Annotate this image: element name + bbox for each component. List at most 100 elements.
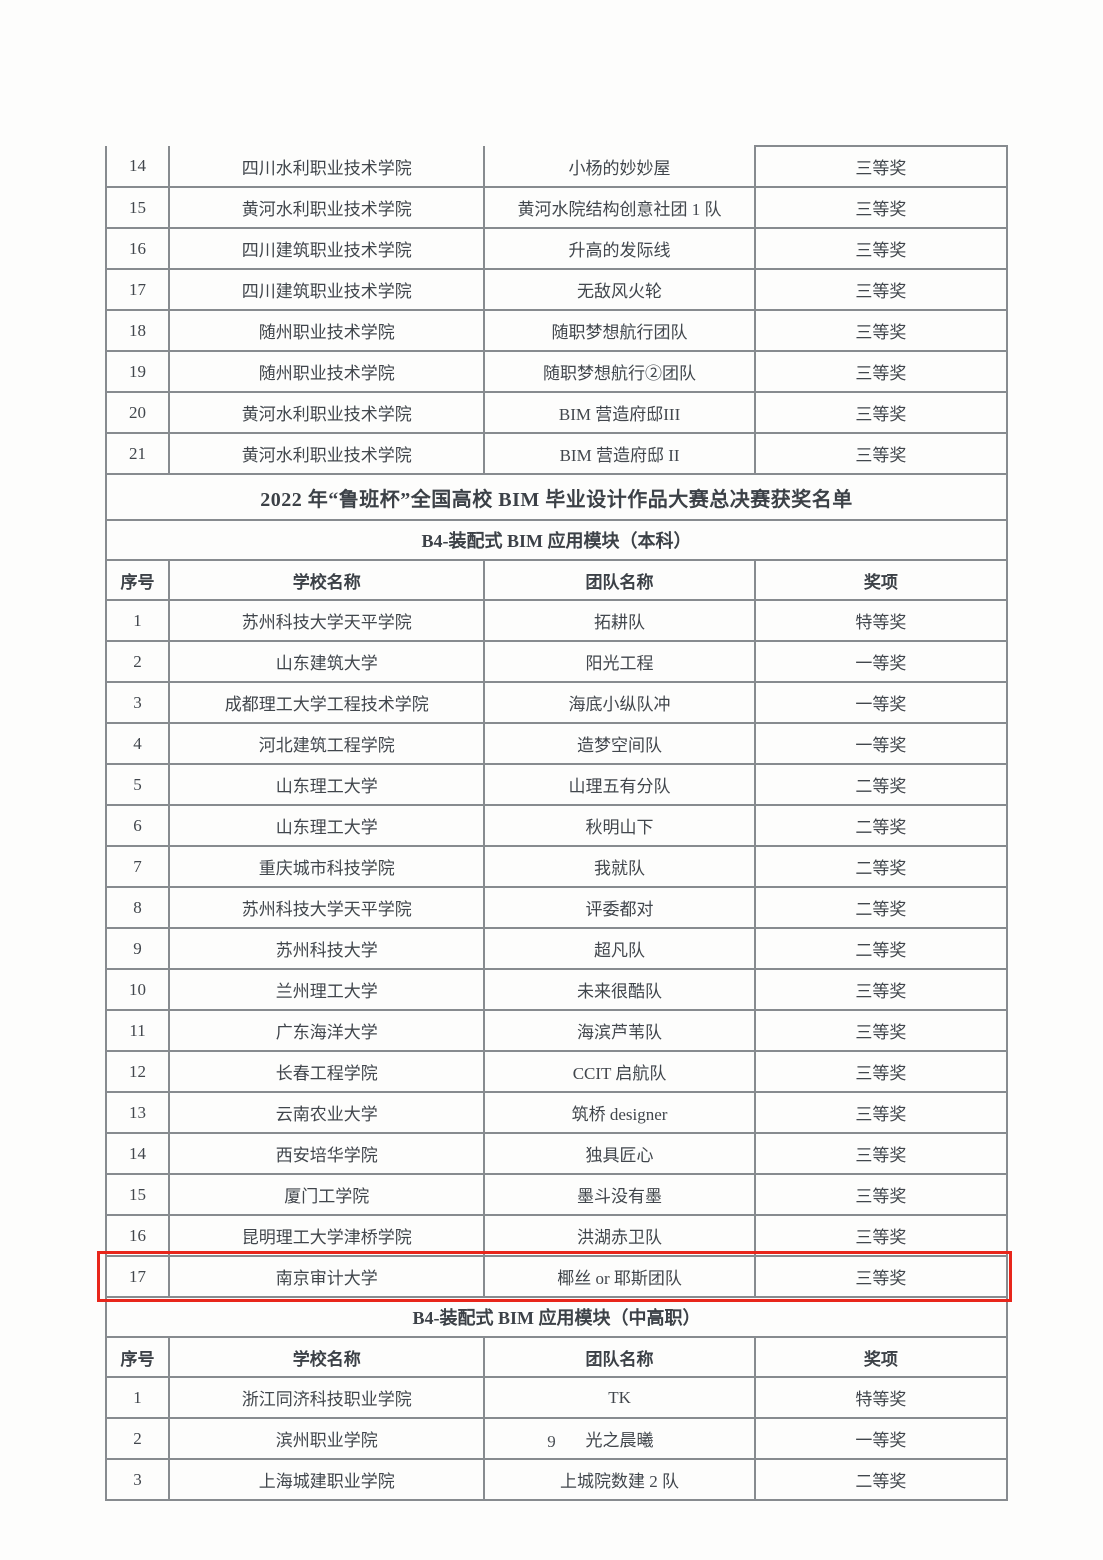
section-row-benke: B4-装配式 BIM 应用模块（本科） <box>105 519 1008 561</box>
cell-award: 一等奖 <box>753 1417 1009 1460</box>
table-header-row-zhonggaozhi: 序号 学校名称 团队名称 奖项 <box>104 1336 1009 1378</box>
table-row: 12 长春工程学院 CCIT 启航队 三等奖 <box>104 1050 1009 1093</box>
cell-team: CCIT 启航队 <box>483 1050 756 1093</box>
cell-no: 14 <box>104 146 171 188</box>
zhonggaozhi-table-body: 1 浙江同济科技职业学院 TK 特等奖 2 滨州职业学院 光之晨曦 一等奖 3 上海城建职业学院上… <box>104 1376 1009 1501</box>
benke-table-body: 1 苏州科技大学天平学院 拓耕队 特等奖 2 山东建筑大学 阳光工程 一等奖 3 成都理工大学工程… <box>104 599 1009 1298</box>
table-row: 7 重庆城市科技学院 我就队 二等奖 <box>104 845 1009 888</box>
cell-team: 秋明山下 <box>483 804 756 847</box>
cell-award: 三等奖 <box>753 1173 1009 1216</box>
table-row: 11 广东海洋大学 海滨芦苇队 三等奖 <box>104 1009 1009 1052</box>
table-row: 16 昆明理工大学津桥学院 洪湖赤卫队 三等奖 <box>104 1214 1009 1257</box>
table-row: 17 南京审计大学 椰丝 or 耶斯团队 三等奖 <box>104 1255 1009 1298</box>
table-row: 14 四川水利职业技术学院 小杨的妙妙屋 三等奖 <box>104 145 1009 188</box>
table-row: 5 山东理工大学 山理五有分队 二等奖 <box>104 763 1009 806</box>
cell-school: 长春工程学院 <box>168 1050 486 1093</box>
document-title: 2022 年“鲁班杯”全国高校 BIM 毕业设计作品大赛总决赛获奖名单 <box>105 473 1008 521</box>
page-number: 9 <box>547 1432 556 1451</box>
cell-no: 12 <box>104 1050 171 1093</box>
cell-school: 山东建筑大学 <box>168 640 486 683</box>
cell-no: 9 <box>104 927 171 970</box>
cell-no: 1 <box>104 599 171 642</box>
cell-school: 河北建筑工程学院 <box>168 722 486 765</box>
cell-team: 阳光工程 <box>483 640 756 683</box>
cell-no: 4 <box>104 722 171 765</box>
cell-award: 三等奖 <box>753 145 1009 188</box>
cell-team: 随职梦想航行团队 <box>483 309 756 352</box>
cell-award: 三等奖 <box>753 1255 1009 1298</box>
cell-team: 海底小纵队冲 <box>483 681 756 724</box>
cell-school: 厦门工学院 <box>168 1173 486 1216</box>
cell-school: 四川水利职业技术学院 <box>168 146 486 188</box>
cell-team: 我就队 <box>483 845 756 888</box>
column-header-school: 学校名称 <box>168 1336 486 1378</box>
cell-team: 小杨的妙妙屋 <box>483 146 756 188</box>
cell-no: 13 <box>104 1091 171 1134</box>
column-header-award: 奖项 <box>753 559 1009 601</box>
table-row: 3 上海城建职业学院 上城院数建 2 队二等奖 <box>104 1458 1009 1501</box>
cell-team: 造梦空间队 <box>483 722 756 765</box>
cell-award: 三等奖 <box>753 309 1009 352</box>
award-table: 14 四川水利职业技术学院 小杨的妙妙屋 三等奖 15 黄河水利职业技术学院 黄河水院结构创… <box>104 145 1009 1501</box>
cell-no: 5 <box>104 763 171 806</box>
cell-school: 四川建筑职业技术学院 <box>168 227 486 270</box>
cell-team: 未来很酷队 <box>483 968 756 1011</box>
cell-award: 三等奖 <box>753 432 1009 475</box>
cell-team: 无敌风火轮 <box>483 268 756 311</box>
table-row: 15 黄河水利职业技术学院 黄河水院结构创意社团 1 队三等奖 <box>104 186 1009 229</box>
cell-no: 6 <box>104 804 171 847</box>
table-row: 13 云南农业大学 筑桥 designer 三等奖 <box>104 1091 1009 1134</box>
cell-team: 山理五有分队 <box>483 763 756 806</box>
cell-no: 14 <box>104 1132 171 1175</box>
cell-no: 2 <box>104 640 171 683</box>
cell-award: 三等奖 <box>753 1132 1009 1175</box>
cell-no: 18 <box>104 309 171 352</box>
table-row: 2 山东建筑大学 阳光工程 一等奖 <box>104 640 1009 683</box>
column-header-award: 奖项 <box>753 1336 1009 1378</box>
table-row: 21 黄河水利职业技术学院 BIM 营造府邸 II 三等奖 <box>104 432 1009 475</box>
cell-no: 3 <box>104 681 171 724</box>
cell-no: 16 <box>104 1214 171 1257</box>
cell-team: 随职梦想航行②团队 <box>483 350 756 393</box>
cell-school: 苏州科技大学天平学院 <box>168 886 486 929</box>
column-header-team: 团队名称 <box>483 559 756 601</box>
cell-award: 三等奖 <box>753 186 1009 229</box>
cell-school: 苏州科技大学 <box>168 927 486 970</box>
cell-team: 筑桥 designer <box>483 1091 756 1134</box>
cell-school: 四川建筑职业技术学院 <box>168 268 486 311</box>
table-header-row-benke: 序号 学校名称 团队名称 奖项 <box>104 559 1009 601</box>
cell-school: 云南农业大学 <box>168 1091 486 1134</box>
cell-school: 黄河水利职业技术学院 <box>168 186 486 229</box>
cell-team: 海滨芦苇队 <box>483 1009 756 1052</box>
cell-school: 浙江同济科技职业学院 <box>168 1376 486 1419</box>
cell-school: 黄河水利职业技术学院 <box>168 432 486 475</box>
cell-no: 7 <box>104 845 171 888</box>
table-row: 9 苏州科技大学 超凡队 二等奖 <box>104 927 1009 970</box>
table-row: 16 四川建筑职业技术学院 升高的发际线 三等奖 <box>104 227 1009 270</box>
cell-award: 一等奖 <box>753 640 1009 683</box>
cell-award: 二等奖 <box>753 845 1009 888</box>
section-heading-benke: B4-装配式 BIM 应用模块（本科） <box>105 519 1008 561</box>
cell-team: 黄河水院结构创意社团 1 队 <box>483 186 756 229</box>
table-row: 4 河北建筑工程学院 造梦空间队 一等奖 <box>104 722 1009 765</box>
cell-no: 17 <box>104 268 171 311</box>
cell-school: 山东理工大学 <box>168 804 486 847</box>
continuation-table-body: 14 四川水利职业技术学院 小杨的妙妙屋 三等奖 15 黄河水利职业技术学院 黄河水院结构创… <box>104 145 1009 475</box>
cell-school: 广东海洋大学 <box>168 1009 486 1052</box>
cell-team: 椰丝 or 耶斯团队 <box>483 1255 756 1298</box>
cell-award: 三等奖 <box>753 1091 1009 1134</box>
cell-school: 滨州职业学院 <box>168 1417 486 1460</box>
cell-team: 升高的发际线 <box>483 227 756 270</box>
cell-award: 一等奖 <box>753 681 1009 724</box>
cell-no: 15 <box>104 186 171 229</box>
cell-no: 11 <box>104 1009 171 1052</box>
cell-no: 20 <box>104 391 171 434</box>
cell-team: 超凡队 <box>483 927 756 970</box>
cell-award: 三等奖 <box>753 1009 1009 1052</box>
cell-school: 兰州理工大学 <box>168 968 486 1011</box>
section-heading-zhonggaozhi: B4-装配式 BIM 应用模块（中高职） <box>105 1296 1008 1338</box>
table-row: 19 随州职业技术学院 随职梦想航行②团队 三等奖 <box>104 350 1009 393</box>
cell-award: 三等奖 <box>753 391 1009 434</box>
column-header-no: 序号 <box>104 559 171 601</box>
